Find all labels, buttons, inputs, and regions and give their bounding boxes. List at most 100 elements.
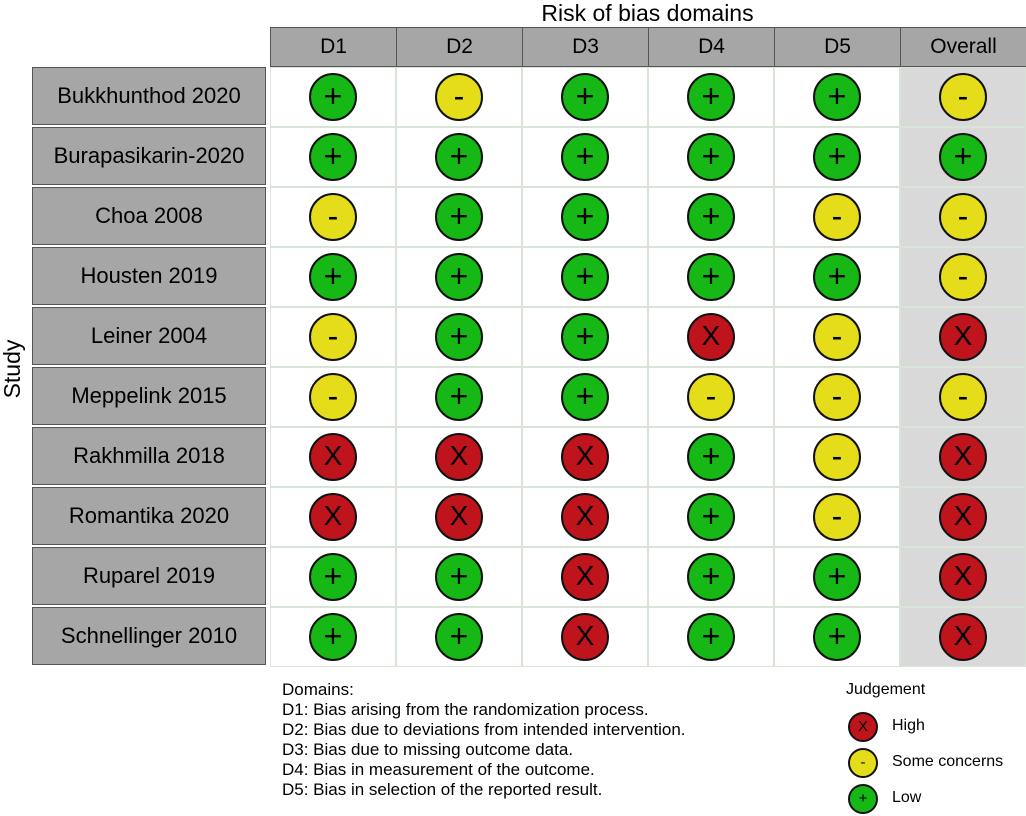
legend-label: Some concerns — [892, 753, 1004, 770]
judgement-cell — [270, 67, 396, 127]
column-header-d1: D1 — [270, 27, 397, 67]
judgement-cell — [396, 487, 522, 547]
some-concerns-icon: - — [813, 193, 861, 241]
judgement-cell — [396, 547, 522, 607]
domain-description: D3: Bias due to missing outcome data. — [282, 740, 574, 759]
y-axis-label: Study — [0, 339, 25, 399]
study-label: Rakhmilla 2018 — [32, 427, 266, 485]
judgement-cell — [648, 127, 774, 187]
judgement-cell — [270, 127, 396, 187]
some-concerns-icon: - — [813, 493, 861, 541]
high-risk-icon: X — [435, 493, 483, 541]
some-concerns-icon: - — [939, 193, 987, 241]
some-concerns-icon: - — [813, 373, 861, 421]
low-risk-icon: + — [687, 133, 735, 181]
domain-description: D4: Bias in measurement of the outcome. — [282, 760, 595, 779]
high-risk-icon: X — [939, 553, 987, 601]
low-risk-icon: + — [435, 253, 483, 301]
study-label: Leiner 2004 — [32, 307, 266, 365]
study-label: Ruparel 2019 — [32, 547, 266, 605]
judgement-cell — [522, 307, 648, 367]
some-concerns-icon: - — [309, 373, 357, 421]
study-label: Choa 2008 — [32, 187, 266, 245]
study-label: Schnellinger 2010 — [32, 607, 266, 665]
judgement-cell — [270, 607, 396, 667]
high-risk-icon: X — [309, 433, 357, 481]
judgement-cell — [522, 367, 648, 427]
low-risk-icon: + — [309, 253, 357, 301]
low-risk-icon: + — [561, 133, 609, 181]
domain-description: D1: Bias arising from the randomization … — [282, 700, 649, 719]
some-concerns-icon: - — [687, 373, 735, 421]
judgement-cell — [774, 67, 900, 127]
high-risk-icon: X — [939, 493, 987, 541]
high-risk-icon: X — [561, 433, 609, 481]
judgement-cell — [774, 487, 900, 547]
low-risk-icon: + — [687, 73, 735, 121]
low-risk-icon: + — [813, 613, 861, 661]
some-concerns-icon: - — [848, 748, 878, 778]
judgement-cell — [774, 127, 900, 187]
column-header-d3: D3 — [522, 27, 649, 67]
legend-label: Low — [892, 789, 922, 806]
judgement-cell — [522, 247, 648, 307]
column-header-d4: D4 — [648, 27, 775, 67]
low-risk-icon: + — [939, 133, 987, 181]
column-header-overall: Overall — [900, 27, 1026, 67]
legend-label: High — [892, 717, 925, 734]
study-label: Burapasikarin-2020 — [32, 127, 266, 185]
low-risk-icon: + — [687, 553, 735, 601]
judgement-cell — [396, 427, 522, 487]
judgement-cell — [648, 247, 774, 307]
judgement-cell — [270, 187, 396, 247]
low-risk-icon: + — [813, 133, 861, 181]
judgement-cell — [270, 367, 396, 427]
judgement-cell — [522, 127, 648, 187]
low-risk-icon: + — [813, 553, 861, 601]
judgement-cell — [522, 607, 648, 667]
judgement-cell — [648, 487, 774, 547]
domains-legend: Domains: D1: Bias arising from the rando… — [282, 680, 686, 800]
low-risk-icon: + — [561, 73, 609, 121]
judgement-cell — [396, 307, 522, 367]
low-risk-icon: + — [309, 133, 357, 181]
some-concerns-icon: - — [309, 193, 357, 241]
study-label: Housten 2019 — [32, 247, 266, 305]
judgement-cell — [648, 307, 774, 367]
judgement-cell — [648, 367, 774, 427]
low-risk-icon: + — [813, 253, 861, 301]
high-risk-icon: X — [848, 712, 878, 742]
low-risk-icon: + — [309, 73, 357, 121]
high-risk-icon: X — [561, 613, 609, 661]
judgement-cell — [396, 67, 522, 127]
low-risk-icon: + — [435, 613, 483, 661]
domains-title: Domains: — [282, 680, 354, 699]
judgement-cell — [774, 367, 900, 427]
low-risk-icon: + — [561, 373, 609, 421]
high-risk-icon: X — [939, 433, 987, 481]
low-risk-icon: + — [561, 253, 609, 301]
judgement-cell — [774, 247, 900, 307]
judgement-cell — [396, 607, 522, 667]
low-risk-icon: + — [435, 133, 483, 181]
low-risk-icon: + — [687, 613, 735, 661]
chart-title: Risk of bias domains — [541, 0, 754, 26]
study-label: Meppelink 2015 — [32, 367, 266, 425]
judgement-cell — [396, 187, 522, 247]
low-risk-icon: + — [309, 613, 357, 661]
judgement-cell — [648, 67, 774, 127]
domain-description: D5: Bias in selection of the reported re… — [282, 780, 603, 799]
low-risk-icon: + — [435, 553, 483, 601]
study-label: Bukkhunthod 2020 — [32, 67, 266, 125]
high-risk-icon: X — [687, 313, 735, 361]
high-risk-icon: X — [561, 493, 609, 541]
low-risk-icon: + — [813, 73, 861, 121]
judgement-cell — [270, 487, 396, 547]
judgement-legend-title: Judgement — [846, 681, 926, 698]
judgement-cell — [522, 427, 648, 487]
low-risk-icon: + — [687, 193, 735, 241]
column-header-d5: D5 — [774, 27, 901, 67]
judgement-cell — [648, 607, 774, 667]
judgement-cell — [648, 187, 774, 247]
judgement-cell — [396, 367, 522, 427]
